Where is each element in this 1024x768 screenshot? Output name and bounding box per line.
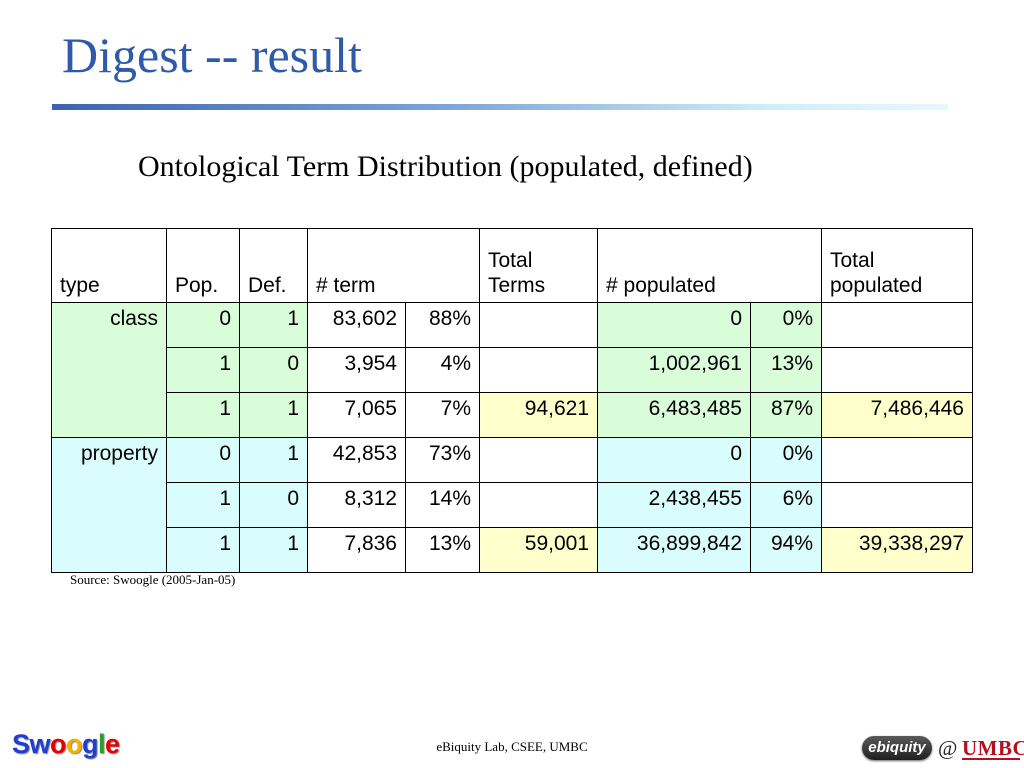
cell-total-populated: 39,338,297 — [821, 527, 973, 573]
header-row: type Pop. Def. # term Total Terms # popu… — [51, 228, 973, 303]
cell-populated: 36,899,842 — [597, 527, 751, 573]
swoogle-logo-letter: l — [98, 729, 106, 759]
cell-populated-pct: 87% — [750, 392, 822, 438]
header-type: type — [51, 228, 167, 303]
cell-term-pct: 73% — [405, 437, 480, 483]
swoogle-logo-letter: o — [50, 729, 67, 759]
cell-populated: 0 — [597, 437, 751, 483]
cell-total-terms — [479, 302, 598, 348]
table-row: 1 0 8,312 14% 2,438,455 6% — [52, 482, 973, 528]
ebiquity-logo: ebiquity — [862, 736, 932, 760]
source-note: Source: Swoogle (2005-Jan-05) — [70, 572, 236, 587]
swoogle-logo-letter: g — [82, 729, 99, 759]
cell-populated-pct: 0% — [750, 302, 822, 348]
swoogle-logo-letter: w — [29, 729, 51, 759]
cell-populated-pct: 6% — [750, 482, 822, 528]
cell-populated: 2,438,455 — [597, 482, 751, 528]
footer-text: eBiquity Lab, CSEE, UMBC — [436, 739, 588, 754]
cell-pop: 0 — [166, 302, 240, 348]
table-row: property 0 1 42,853 73% 0 0% — [51, 437, 973, 573]
type-cell: property — [51, 437, 167, 573]
cell-total-populated: 7,486,446 — [821, 392, 973, 438]
table-caption: Ontological Term Distribution (populated… — [138, 150, 753, 183]
cell-term: 3,954 — [307, 347, 406, 393]
ebiquity-umbc-logo: ebiquity @ UMBC — [862, 734, 1024, 764]
cell-def: 1 — [239, 302, 308, 348]
cell-populated: 0 — [597, 302, 751, 348]
table-body: class 0 1 83,602 88% 0 0% 1 0 3,954 4% 1,002,961 13%… — [51, 302, 973, 573]
umbc-logo-underline — [962, 758, 1020, 760]
cell-pop: 0 — [166, 437, 240, 483]
cell-def: 1 — [239, 527, 308, 573]
table-row: 1 1 7,065 7% 94,621 6,483,485 87% 7,486,446 — [52, 392, 973, 438]
at-sign: @ — [938, 736, 958, 760]
swoogle-logo-letter: o — [66, 729, 83, 759]
table-row: class 0 1 83,602 88% 0 0% — [51, 302, 973, 438]
cell-total-populated — [821, 302, 973, 348]
cell-def: 0 — [239, 347, 308, 393]
umbc-logo: UMBC — [962, 736, 1024, 760]
header-total-terms: Total Terms — [479, 228, 598, 303]
cell-total-populated — [821, 482, 973, 528]
cell-term: 7,836 — [307, 527, 406, 573]
cell-pop: 1 — [166, 347, 240, 393]
cell-term: 42,853 — [307, 437, 406, 483]
cell-total-terms: 94,621 — [479, 392, 598, 438]
cell-term-pct: 4% — [405, 347, 480, 393]
cell-populated: 6,483,485 — [597, 392, 751, 438]
cell-total-populated — [821, 437, 973, 483]
header-term: # term — [307, 228, 480, 303]
cell-term-pct: 13% — [405, 527, 480, 573]
cell-pop: 1 — [166, 392, 240, 438]
cell-total-populated — [821, 347, 973, 393]
title-underline — [52, 104, 948, 110]
cell-total-terms — [479, 347, 598, 393]
term-distribution-table: type Pop. Def. # term Total Terms # popu… — [51, 228, 973, 573]
type-cell: class — [51, 302, 167, 438]
cell-def: 1 — [239, 392, 308, 438]
cell-total-terms: 59,001 — [479, 527, 598, 573]
swoogle-logo-letter: S — [12, 729, 30, 759]
swoogle-logo-letter: e — [105, 729, 120, 759]
cell-term: 83,602 — [307, 302, 406, 348]
header-populated: # populated — [597, 228, 822, 303]
cell-pop: 1 — [166, 482, 240, 528]
slide-title: Digest -- result — [62, 27, 362, 83]
cell-term-pct: 7% — [405, 392, 480, 438]
cell-total-terms — [479, 437, 598, 483]
cell-populated: 1,002,961 — [597, 347, 751, 393]
swoogle-logo: Swoogle — [12, 729, 120, 760]
table-row: 1 0 3,954 4% 1,002,961 13% — [52, 347, 973, 393]
cell-term: 7,065 — [307, 392, 406, 438]
header-pop: Pop. — [166, 228, 240, 303]
cell-populated-pct: 0% — [750, 437, 822, 483]
cell-term: 8,312 — [307, 482, 406, 528]
cell-pop: 1 — [166, 527, 240, 573]
cell-populated-pct: 13% — [750, 347, 822, 393]
cell-def: 1 — [239, 437, 308, 483]
cell-total-terms — [479, 482, 598, 528]
header-total-populated: Total populated — [821, 228, 973, 303]
cell-populated-pct: 94% — [750, 527, 822, 573]
header-def: Def. — [239, 228, 308, 303]
cell-term-pct: 88% — [405, 302, 480, 348]
cell-def: 0 — [239, 482, 308, 528]
table-row: 1 1 7,836 13% 59,001 36,899,842 94% 39,338,297 — [52, 527, 973, 573]
cell-term-pct: 14% — [405, 482, 480, 528]
